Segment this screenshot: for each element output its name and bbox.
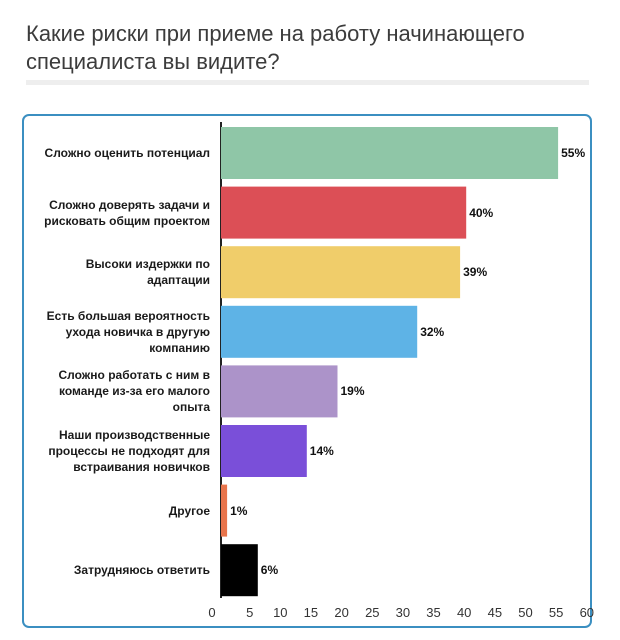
category-label-7: Другое xyxy=(168,503,210,518)
value-label-5: 19% xyxy=(340,384,365,399)
x-tick-label-10: 10 xyxy=(273,605,288,620)
value-label-1: 55% xyxy=(561,146,586,160)
x-tick-label-0: 0 xyxy=(208,605,216,620)
bar-6 xyxy=(221,425,307,477)
bar-1 xyxy=(221,127,559,179)
category-label-8: Затрудняюсь ответить xyxy=(73,563,210,578)
bar-4 xyxy=(221,305,418,358)
value-label-7: 1% xyxy=(230,503,248,518)
category-label-1: Сложно оценить потенциал xyxy=(44,146,210,160)
x-tick-label-15: 15 xyxy=(303,605,319,620)
value-label-6: 14% xyxy=(309,444,334,458)
bar-2 xyxy=(221,186,467,239)
bar-7 xyxy=(221,484,228,537)
x-tick-label-40: 40 xyxy=(456,605,472,620)
x-tick-label-25: 25 xyxy=(365,605,380,620)
category-label-5: Сложно работать с ним в команде из-за его… xyxy=(58,368,210,415)
x-tick-label-60: 60 xyxy=(579,605,595,620)
bar-5 xyxy=(221,365,338,418)
bar-3 xyxy=(221,246,461,299)
value-label-8: 6% xyxy=(260,563,279,578)
x-tick-label-35: 35 xyxy=(426,605,441,620)
category-label-2: Сложно доверять задачи и рисковать общим … xyxy=(44,197,210,228)
category-label-6: Наши производственные процессы не подходя… xyxy=(48,428,210,474)
bar-8 xyxy=(221,544,258,597)
category-label-4: Есть большая вероятность ухода новичка в … xyxy=(46,308,210,355)
x-tick-label-20: 20 xyxy=(334,605,349,620)
x-tick-label-5: 5 xyxy=(246,605,254,620)
value-label-2: 40% xyxy=(469,205,494,220)
x-tick-label-45: 45 xyxy=(487,605,503,620)
chart-frame xyxy=(22,114,592,628)
x-tick-label-30: 30 xyxy=(395,605,411,620)
category-label-3: Высоки издержки по адаптации xyxy=(85,257,210,288)
value-label-4: 32% xyxy=(420,324,445,339)
title-divider xyxy=(26,80,589,85)
value-label-3: 39% xyxy=(463,265,488,280)
x-tick-label-50: 50 xyxy=(518,605,533,620)
chart-title: Какие риски при приеме на работу начинаю… xyxy=(26,21,525,74)
x-tick-label-55: 55 xyxy=(548,605,564,620)
